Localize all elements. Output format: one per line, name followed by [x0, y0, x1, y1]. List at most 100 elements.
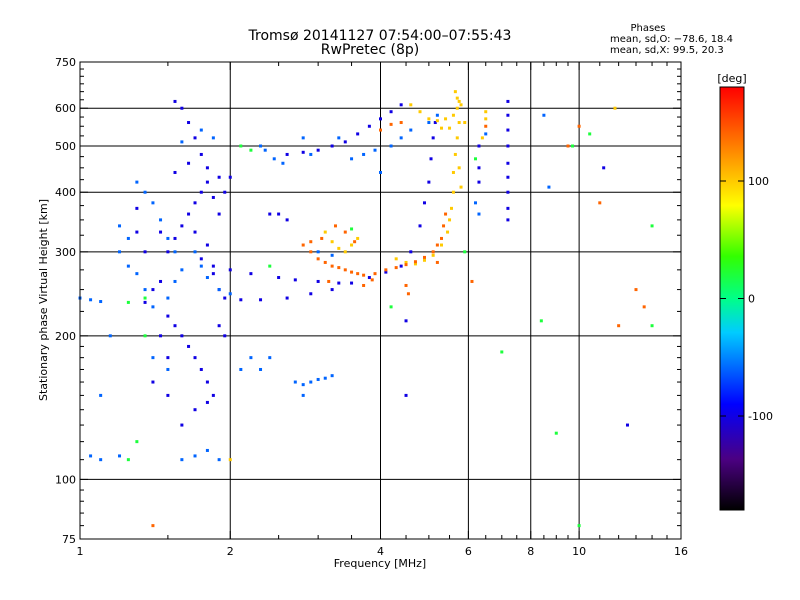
grid-lines	[80, 62, 681, 539]
data-point	[151, 305, 155, 309]
data-point	[373, 272, 377, 276]
data-point	[343, 140, 347, 144]
data-point	[477, 212, 481, 216]
data-point	[135, 230, 139, 234]
colorbar-tick-label: 0	[748, 293, 755, 306]
data-point	[451, 190, 455, 194]
data-point	[301, 383, 305, 387]
data-point	[455, 96, 459, 100]
data-point	[316, 279, 320, 283]
data-point	[108, 334, 112, 338]
data-point	[418, 224, 422, 228]
data-point	[440, 243, 444, 247]
data-point	[429, 157, 433, 161]
data-point	[459, 103, 463, 107]
y-tick-label: 75	[62, 533, 76, 546]
data-point	[343, 230, 347, 234]
data-point	[316, 377, 320, 381]
data-point	[151, 524, 155, 528]
data-point	[143, 334, 147, 338]
axis-ticks	[79, 61, 682, 540]
data-point	[435, 260, 439, 264]
data-point	[193, 408, 197, 412]
data-point	[435, 119, 439, 123]
data-point	[187, 161, 191, 165]
data-point	[126, 300, 130, 304]
data-point	[571, 144, 575, 148]
data-point	[356, 132, 360, 136]
data-point	[473, 157, 477, 161]
data-point	[588, 132, 592, 136]
data-point	[566, 144, 570, 148]
data-point	[211, 272, 215, 276]
data-point	[422, 255, 426, 259]
data-point	[173, 236, 177, 240]
y-tick-label: 600	[55, 102, 76, 115]
data-point	[457, 99, 461, 103]
data-point	[323, 230, 327, 234]
data-point	[473, 201, 477, 205]
data-point	[394, 266, 398, 270]
data-point	[249, 148, 253, 152]
data-point	[554, 431, 558, 435]
data-point	[356, 272, 360, 276]
data-point	[484, 110, 488, 114]
data-point	[379, 128, 382, 132]
data-point	[404, 263, 408, 267]
data-point	[389, 144, 393, 148]
data-point	[613, 106, 617, 110]
y-tick-label: 400	[55, 186, 76, 199]
data-point	[389, 305, 393, 309]
data-point	[135, 206, 139, 210]
data-point	[484, 132, 488, 136]
data-point	[272, 157, 276, 161]
data-point	[451, 170, 455, 174]
data-point	[480, 136, 484, 140]
data-point	[228, 268, 232, 272]
data-point	[205, 448, 209, 452]
colorbar-ticks: 100 0 -100	[720, 175, 773, 423]
data-point	[444, 212, 448, 216]
data-point	[333, 224, 337, 228]
data-point	[309, 250, 313, 254]
data-point	[217, 324, 221, 328]
data-point	[99, 300, 103, 304]
data-point	[151, 380, 155, 384]
data-point	[180, 334, 184, 338]
data-point	[470, 279, 474, 283]
data-point	[180, 106, 184, 110]
data-point	[399, 121, 403, 125]
data-point	[187, 212, 191, 216]
data-point	[309, 152, 313, 156]
data-point	[159, 334, 163, 338]
data-point	[135, 440, 139, 444]
data-point	[301, 136, 305, 140]
data-point	[455, 136, 459, 140]
data-point	[477, 166, 481, 170]
data-point	[228, 292, 232, 296]
data-point	[409, 128, 413, 132]
data-point	[135, 180, 139, 184]
data-point	[330, 253, 334, 257]
data-point	[577, 124, 581, 128]
data-point	[435, 113, 439, 117]
data-point	[449, 206, 453, 210]
data-point	[427, 121, 431, 125]
data-point	[193, 250, 197, 254]
data-point	[126, 264, 130, 268]
data-point	[187, 121, 191, 125]
data-point	[577, 524, 581, 528]
data-point	[650, 224, 654, 228]
data-point	[205, 243, 209, 247]
data-point	[506, 190, 510, 194]
y-tick-label: 100	[55, 473, 76, 486]
data-point	[316, 250, 320, 254]
data-point	[539, 319, 543, 323]
data-point	[166, 296, 170, 300]
data-point	[281, 161, 285, 165]
data-point	[457, 166, 461, 170]
data-point	[263, 148, 267, 152]
data-point	[350, 157, 354, 161]
data-point	[440, 126, 444, 130]
